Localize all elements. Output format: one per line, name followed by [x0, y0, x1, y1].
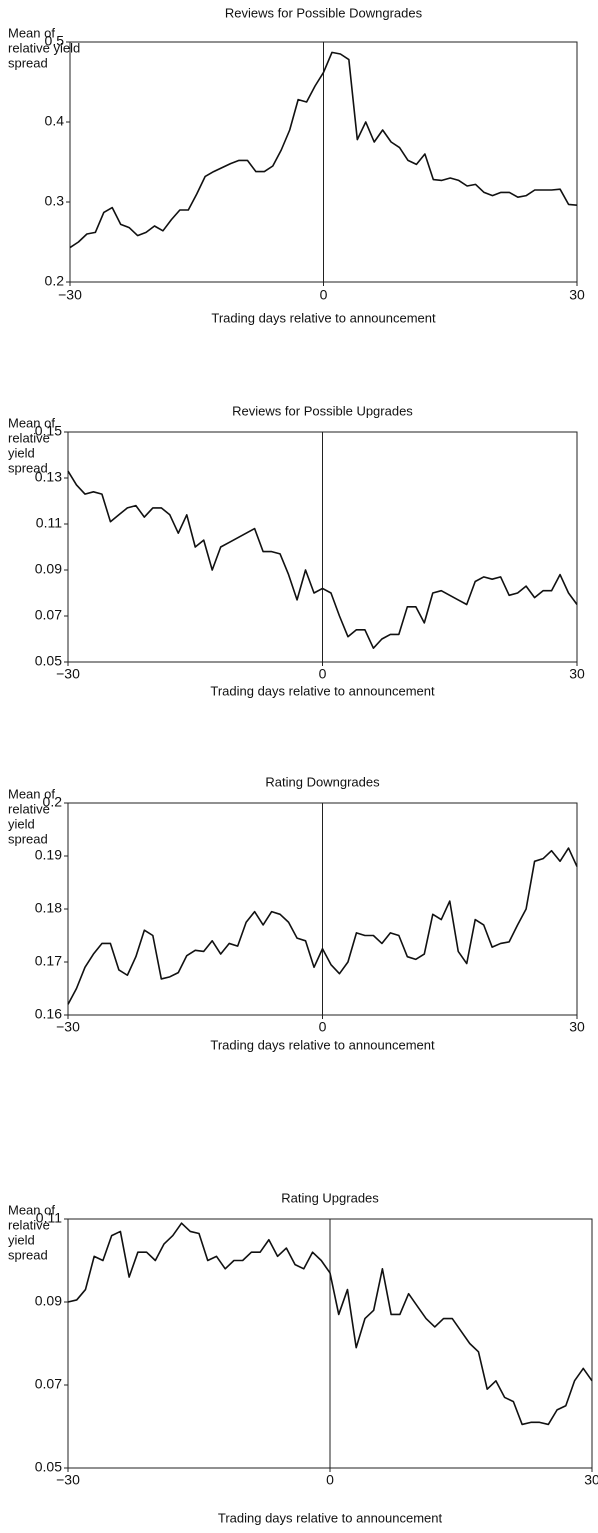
y-tick-label: 0.09 [35, 1293, 62, 1309]
y-axis-label: relative yield [8, 40, 80, 55]
y-axis-label: spread [8, 460, 48, 475]
x-axis-label: Trading days relative to announcement [211, 310, 436, 325]
chart-title: Reviews for Possible Downgrades [225, 5, 423, 20]
y-axis-label: spread [8, 1247, 48, 1262]
y-axis-label: relative [8, 801, 50, 816]
x-tick-label: −30 [58, 287, 82, 303]
y-axis-label: Mean of [8, 1202, 55, 1217]
y-tick-label: 0.09 [35, 561, 62, 577]
y-tick-label: 0.2 [43, 794, 63, 810]
y-axis-label: Mean of [8, 786, 55, 801]
data-line [67, 470, 578, 649]
y-axis-label: Mean of [8, 25, 55, 40]
x-tick-label: 0 [320, 287, 328, 303]
x-axis-label: Trading days relative to announcement [210, 683, 435, 698]
x-tick-label: −30 [56, 666, 80, 682]
y-axis-label: relative [8, 430, 50, 445]
x-tick-label: 0 [326, 1472, 334, 1488]
y-tick-label: 0.13 [35, 469, 62, 485]
y-axis-label: Mean of [8, 415, 55, 430]
x-tick-label: 0 [319, 1019, 327, 1035]
y-tick-label: 0.5 [45, 33, 65, 49]
y-tick-label: 0.19 [35, 847, 62, 863]
y-tick-label: 0.11 [36, 1210, 62, 1226]
data-line [67, 847, 578, 1005]
x-axis-label: Trading days relative to announcement [218, 1510, 443, 1525]
x-tick-label: 0 [319, 666, 327, 682]
y-tick-label: 0.18 [35, 900, 62, 916]
data-line [67, 1222, 593, 1426]
y-axis-label: yield [8, 445, 35, 460]
y-tick-label: 0.05 [35, 653, 62, 669]
y-tick-label: 0.11 [36, 515, 62, 531]
y-tick-label: 0.4 [45, 113, 65, 129]
y-axis-label: spread [8, 831, 48, 846]
x-tick-label: 30 [569, 666, 585, 682]
chart-title: Reviews for Possible Upgrades [232, 403, 413, 418]
y-tick-label: 0.16 [35, 1006, 62, 1022]
chart-title: Rating Downgrades [265, 774, 380, 789]
x-tick-label: 30 [569, 287, 585, 303]
y-tick-label: 0.17 [35, 953, 62, 969]
y-tick-label: 0.15 [35, 423, 62, 439]
x-tick-label: 30 [569, 1019, 585, 1035]
y-axis-label: yield [8, 1232, 35, 1247]
x-tick-label: −30 [56, 1019, 80, 1035]
y-axis-label: relative [8, 1217, 50, 1232]
chart-title: Rating Upgrades [281, 1190, 379, 1205]
x-tick-label: 30 [584, 1472, 598, 1488]
x-axis-label: Trading days relative to announcement [210, 1037, 435, 1052]
y-tick-label: 0.07 [35, 607, 62, 623]
y-tick-label: 0.2 [45, 273, 65, 289]
y-tick-label: 0.3 [45, 193, 65, 209]
data-line [69, 51, 578, 249]
y-axis-label: yield [8, 816, 35, 831]
y-axis-label: spread [8, 55, 48, 70]
x-tick-label: −30 [56, 1472, 80, 1488]
y-tick-label: 0.07 [35, 1376, 62, 1392]
y-tick-label: 0.05 [35, 1459, 62, 1475]
